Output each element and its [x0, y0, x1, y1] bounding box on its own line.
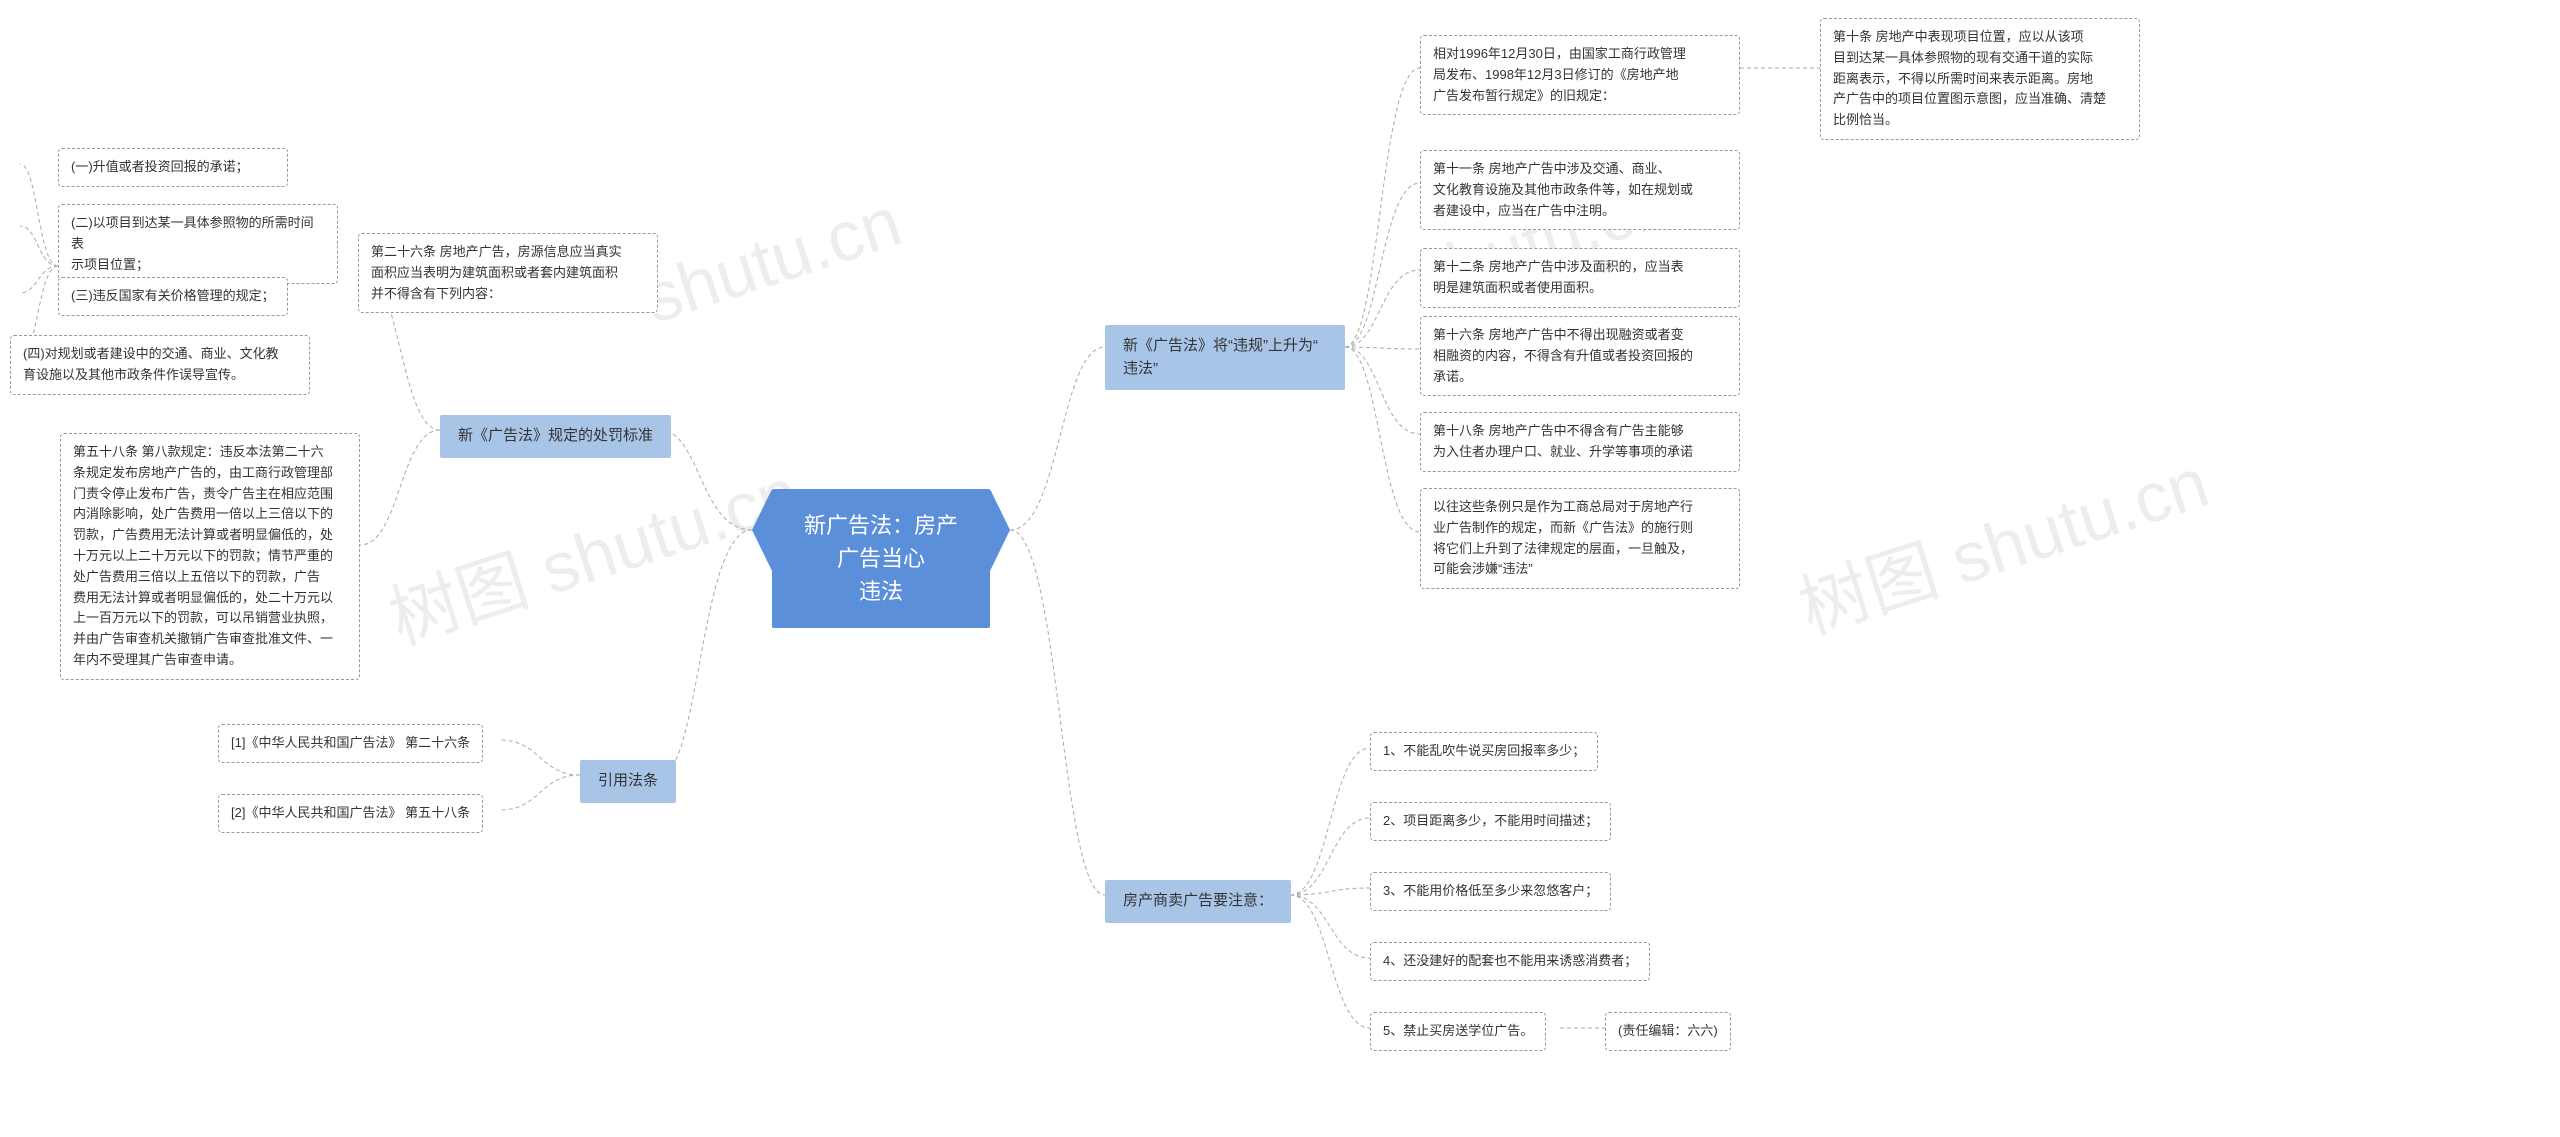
leaf-r1-0: 相对1996年12月30日，由国家工商行政管理局发布、1998年12月3日修订的… [1420, 35, 1740, 115]
branch-left2: 引用法条 [580, 760, 676, 803]
branch-right2: 房产商卖广告要注意： [1105, 880, 1291, 923]
watermark: shutu.cn [634, 181, 910, 339]
center-node: 新广告法：房产广告当心违法 [772, 489, 990, 628]
leaf-l1-0-2: (三)违反国家有关价格管理的规定； [58, 277, 288, 316]
leaf-l1-1: 第五十八条 第八款规定：违反本法第二十六条规定发布房地产广告的，由工商行政管理部… [60, 433, 360, 680]
leaf-r2-4: 5、禁止买房送学位广告。 [1370, 1012, 1546, 1051]
leaf-r2-3: 4、还没建好的配套也不能用来诱惑消费者； [1370, 942, 1650, 981]
watermark: 树图 shutu.cn [375, 437, 810, 664]
leaf-r1-3: 第十六条 房地产广告中不得出现融资或者变相融资的内容，不得含有升值或者投资回报的… [1420, 316, 1740, 396]
leaf-l1-0-3: (四)对规划或者建设中的交通、商业、文化教育设施以及其他市政条件作误导宣传。 [10, 335, 310, 395]
leaf-l2-1: [2]《中华人民共和国广告法》 第五十八条 [218, 794, 483, 833]
leaf-l1-0: 第二十六条 房地产广告，房源信息应当真实面积应当表明为建筑面积或者套内建筑面积并… [358, 233, 658, 313]
leaf-r1-5: 以往这些条例只是作为工商总局对于房地产行业广告制作的规定，而新《广告法》的施行则… [1420, 488, 1740, 589]
branch-left1: 新《广告法》规定的处罚标准 [440, 415, 671, 458]
leaf-r1-1: 第十一条 房地产广告中涉及交通、商业、文化教育设施及其他市政条件等，如在规划或者… [1420, 150, 1740, 230]
watermark: 树图 shutu.cn [1785, 427, 2220, 654]
leaf-r2-1: 2、项目距离多少，不能用时间描述； [1370, 802, 1611, 841]
leaf-r2-0: 1、不能乱吹牛说买房回报率多少； [1370, 732, 1598, 771]
leaf-r1-4: 第十八条 房地产广告中不得含有广告主能够为入住者办理户口、就业、升学等事项的承诺 [1420, 412, 1740, 472]
leaf-r1-0-0: 第十条 房地产中表现项目位置，应以从该项目到达某一具体参照物的现有交通干道的实际… [1820, 18, 2140, 140]
branch-right1: 新《广告法》将“违规”上升为“违法” [1105, 325, 1345, 390]
leaf-r2-2: 3、不能用价格低至多少来忽悠客户； [1370, 872, 1611, 911]
leaf-l1-0-0: (一)升值或者投资回报的承诺； [58, 148, 288, 187]
leaf-l2-0: [1]《中华人民共和国广告法》 第二十六条 [218, 724, 483, 763]
leaf-l1-0-1: (二)以项目到达某一具体参照物的所需时间表示项目位置； [58, 204, 338, 284]
connector-lines [0, 0, 2560, 1137]
leaf-r2-4-0: (责任编辑：六六) [1605, 1012, 1731, 1051]
leaf-r1-2: 第十二条 房地产广告中涉及面积的，应当表明是建筑面积或者使用面积。 [1420, 248, 1740, 308]
